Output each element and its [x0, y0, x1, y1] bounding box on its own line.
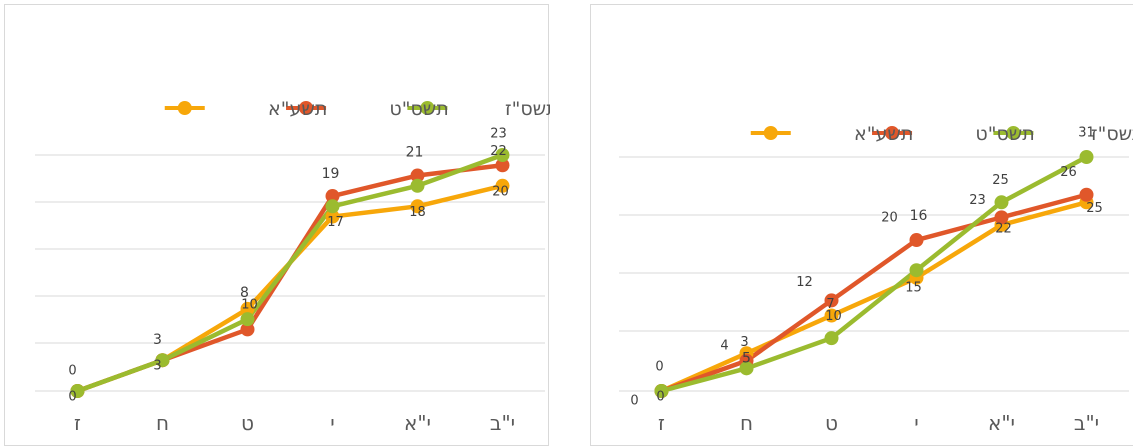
legend-label: תשס"ז [505, 98, 550, 120]
data-label: 21 [406, 145, 424, 161]
legend-swatch-marker [420, 101, 435, 115]
data-point [325, 189, 340, 204]
data-label: 31 [1078, 126, 1095, 141]
data-point [1079, 187, 1094, 202]
data-point [240, 312, 255, 327]
data-label: 15 [905, 280, 922, 295]
legend-item: תשע"א [750, 123, 913, 145]
data-label: 0 [68, 364, 76, 379]
data-point [155, 353, 170, 368]
boys-line-chart: תשס"ז תשס"ט תשע"א ז ח ט י י"א י"ב 0 0 0 345 12 710 20 16… [619, 123, 1133, 435]
data-point [824, 308, 839, 323]
data-label: 20 [492, 184, 509, 199]
data-point [495, 148, 510, 162]
x-tick-label: י [914, 411, 918, 435]
data-label: 23 [969, 193, 986, 208]
data-point [325, 209, 340, 224]
data-label: 19 [322, 166, 340, 182]
legend-swatch-marker [763, 126, 778, 140]
data-point [1079, 150, 1094, 164]
legend-item: תשע"א [164, 98, 327, 120]
series-line [75, 152, 505, 394]
data-point [909, 263, 924, 278]
legend-item: תשס"ט [872, 123, 1035, 145]
legend-label: תשע"א [854, 123, 913, 145]
legend-swatch-marker [299, 101, 314, 115]
x-tick-label: י [330, 411, 334, 435]
data-label: 16 [910, 208, 928, 224]
data-point [909, 233, 924, 248]
legend-swatch-marker [1006, 126, 1021, 140]
data-label: 22 [995, 221, 1012, 236]
data-point [240, 301, 255, 316]
x-tick-label: ח [740, 411, 753, 435]
data-label: 4 [720, 338, 728, 353]
data-point [325, 199, 340, 214]
data-label: 25 [992, 173, 1009, 188]
boys-chart-panel: תשס"ז תשס"ט תשע"א ז ח ט י י"א י"ב 0 0 0 345 12 710 20 16… [590, 4, 1133, 446]
data-point [824, 293, 839, 308]
data-point [410, 178, 425, 193]
data-point [240, 322, 255, 337]
data-point [410, 168, 425, 183]
data-point [410, 199, 425, 214]
data-point [994, 210, 1009, 225]
data-label: 3 [740, 335, 748, 350]
data-label: 0 [656, 390, 664, 405]
data-label: 12 [796, 275, 813, 290]
data-label: 26 [1060, 165, 1077, 180]
legend-swatch-marker [885, 126, 900, 140]
data-label: 23 [490, 127, 507, 142]
legend-label: תשס"ט [389, 98, 448, 120]
girls-line-chart: תשס"ז תשס"ט תשע"א ז ח ט י י"א י"ב 0 0 3 3 810 19 17 21 18… [35, 98, 550, 435]
data-point [495, 178, 510, 193]
legend-item: תשס"ז [407, 98, 550, 120]
data-label: 22 [490, 144, 507, 159]
data-label: 7 [826, 297, 834, 312]
data-point [495, 158, 510, 173]
data-label: 3 [153, 359, 161, 374]
data-point [654, 384, 669, 398]
series-line [659, 200, 1089, 394]
data-label: 25 [1086, 201, 1103, 216]
x-tick-label: י"ב [490, 411, 515, 435]
x-tick-label: י"א [988, 411, 1015, 435]
data-label: 0 [655, 360, 663, 375]
data-label: 18 [409, 205, 426, 220]
data-point [739, 361, 754, 376]
legend-label: תשס"ט [975, 123, 1034, 145]
x-tick-label: ח [156, 411, 169, 435]
legend-label: תשס"ז [1091, 123, 1133, 145]
series-line [75, 183, 505, 394]
data-label: 5 [742, 350, 751, 366]
legend-swatch-marker [177, 101, 192, 115]
x-tick-label: ט [241, 411, 254, 435]
data-label: 20 [881, 211, 898, 226]
data-point [994, 195, 1009, 210]
series-line [659, 154, 1089, 394]
data-label: 17 [327, 215, 344, 230]
data-label: 0 [630, 394, 638, 409]
data-label: 8 [240, 285, 249, 301]
legend-label: תשע"א [268, 98, 327, 120]
girls-chart-panel: תשס"ז תשס"ט תשע"א ז ח ט י י"א י"ב 0 0 3 3 810 19 17 21 18… [4, 4, 550, 446]
legend-item: תשס"ט [286, 98, 449, 120]
data-label: 3 [153, 332, 162, 348]
data-label: 0 [68, 390, 76, 405]
x-tick-label: ז [658, 411, 665, 435]
legend-item: תשס"ז [993, 123, 1133, 145]
data-point [70, 384, 85, 398]
x-tick-label: ז [74, 411, 81, 435]
series-line [659, 192, 1089, 394]
x-tick-label: ט [825, 411, 838, 435]
x-tick-label: י"ב [1074, 411, 1099, 435]
data-point [824, 331, 839, 346]
data-label: 10 [241, 297, 258, 312]
data-label: 10 [825, 309, 842, 324]
x-tick-label: י"א [404, 411, 431, 435]
